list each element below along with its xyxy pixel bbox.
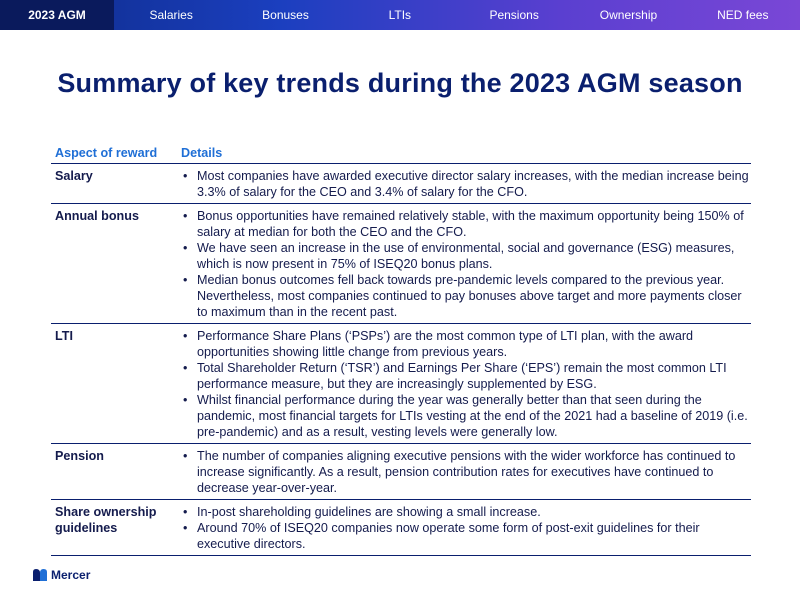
row-aspect: Salary (51, 163, 177, 204)
tab-2023-agm[interactable]: 2023 AGM (0, 0, 114, 30)
reward-trends-table: Aspect of reward Details Salary Most com… (51, 144, 751, 556)
row-aspect: Annual bonus (51, 203, 177, 324)
detail-list: In-post shareholding guidelines are show… (181, 504, 751, 552)
tab-ltis[interactable]: LTIs (388, 8, 412, 22)
mercer-logo-text: Mercer (51, 568, 91, 582)
table-header-row: Aspect of reward Details (51, 144, 751, 164)
row-aspect: Pension (51, 443, 177, 500)
row-details: Most companies have awarded executive di… (177, 163, 751, 204)
tab-pensions[interactable]: Pensions (489, 8, 539, 22)
mercer-logo-icon (33, 569, 47, 581)
mercer-logo: Mercer (33, 568, 90, 582)
detail-bullet: Median bonus outcomes fell back towards … (181, 272, 751, 320)
row-details: The number of companies aligning executi… (177, 443, 751, 500)
detail-bullet: Total Shareholder Return (‘TSR’) and Ear… (181, 360, 751, 392)
row-details: Bonus opportunities have remained relati… (177, 203, 751, 324)
table-row: Salary Most companies have awarded execu… (51, 163, 751, 204)
detail-bullet: Most companies have awarded executive di… (181, 168, 751, 200)
row-aspect: LTI (51, 323, 177, 444)
detail-bullet: We have seen an increase in the use of e… (181, 240, 751, 272)
table-row: Share ownership guidelines In-post share… (51, 499, 751, 556)
table-row: Annual bonus Bonus opportunities have re… (51, 203, 751, 324)
detail-bullet: Around 70% of ISEQ20 companies now opera… (181, 520, 751, 552)
detail-list: Most companies have awarded executive di… (181, 168, 751, 200)
row-details: In-post shareholding guidelines are show… (177, 499, 751, 556)
header-aspect-of-reward: Aspect of reward (51, 144, 177, 164)
table-row: Pension The number of companies aligning… (51, 443, 751, 500)
row-details: Performance Share Plans (‘PSPs’) are the… (177, 323, 751, 444)
detail-bullet: In-post shareholding guidelines are show… (181, 504, 751, 520)
detail-bullet: Whilst financial performance during the … (181, 392, 751, 440)
tab-ned-fees[interactable]: NED fees (717, 8, 769, 22)
table-row: LTI Performance Share Plans (‘PSPs’) are… (51, 323, 751, 444)
detail-list: Performance Share Plans (‘PSPs’) are the… (181, 328, 751, 440)
tab-salaries[interactable]: Salaries (149, 8, 193, 22)
header-details: Details (177, 144, 751, 164)
tab-ownership[interactable]: Ownership (599, 8, 658, 22)
detail-list: The number of companies aligning executi… (181, 448, 751, 496)
page-title: Summary of key trends during the 2023 AG… (57, 68, 743, 99)
row-aspect: Share ownership guidelines (51, 499, 177, 556)
detail-list: Bonus opportunities have remained relati… (181, 208, 751, 320)
detail-bullet: The number of companies aligning executi… (181, 448, 751, 496)
tab-bonuses[interactable]: Bonuses (262, 8, 309, 22)
detail-bullet: Bonus opportunities have remained relati… (181, 208, 751, 240)
detail-bullet: Performance Share Plans (‘PSPs’) are the… (181, 328, 751, 360)
top-navigation: 2023 AGM Salaries Bonuses LTIs Pensions … (0, 0, 800, 30)
